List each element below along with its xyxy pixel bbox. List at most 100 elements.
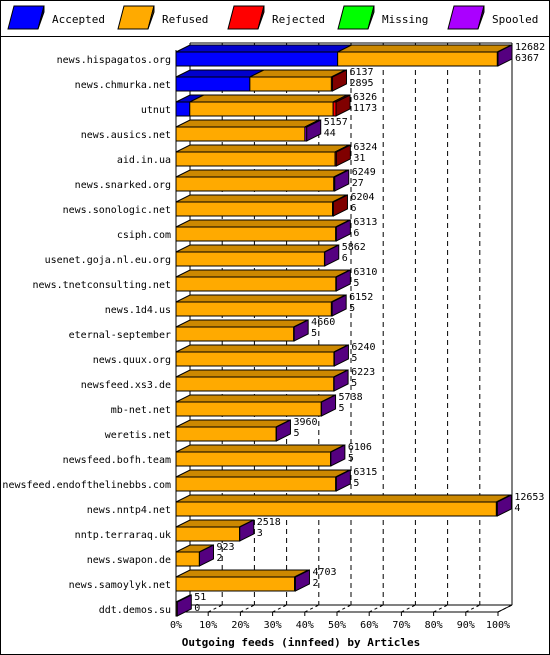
value-label-second: 5 — [351, 378, 357, 389]
legend-swatch-side — [257, 5, 265, 30]
bar-segment-refused — [175, 401, 322, 417]
bar-segment-refused — [175, 326, 295, 342]
legend-swatch-side — [37, 5, 45, 30]
value-label-second: 5 — [353, 278, 359, 289]
legend: Accepted Refused Rejected Missing Spooled — [7, 5, 538, 30]
x-tick-label: 40% — [296, 620, 314, 631]
category-label: eternal-september — [69, 330, 171, 341]
bar-end-face — [324, 244, 340, 267]
value-label-second: 6 — [353, 228, 359, 239]
bar-top-refused — [175, 369, 349, 378]
value-label-second: 44 — [324, 128, 336, 139]
value-label-offered: 51 — [194, 592, 206, 603]
bar-top-accepted — [175, 69, 265, 78]
bar-top-refused — [175, 469, 350, 478]
bar-segment-accepted — [175, 76, 251, 92]
value-labels: 1268263676137289563261173515744632431624… — [194, 42, 545, 614]
bar-end-face — [294, 569, 310, 592]
bar-end-face — [497, 44, 513, 67]
category-label: news.1d4.us — [105, 305, 171, 316]
bar-group — [175, 544, 215, 567]
value-label-second: 5 — [348, 453, 354, 464]
bar-segment-refused — [175, 551, 200, 567]
value-label-offered: 5862 — [342, 242, 366, 253]
value-label-offered: 6152 — [349, 292, 373, 303]
value-label-offered: 6313 — [353, 217, 377, 228]
bar-group — [175, 569, 310, 592]
value-label-second: 27 — [352, 178, 364, 189]
bar-group — [175, 194, 348, 217]
bar-group — [175, 269, 351, 292]
value-label-offered: 3960 — [293, 417, 317, 428]
bar-segment-refused — [249, 76, 332, 92]
bar-end-face — [335, 144, 351, 167]
bar-segment-refused — [175, 426, 277, 442]
bar-segment-refused — [175, 351, 335, 367]
bar-top-refused — [175, 294, 346, 303]
bar-segment-refused — [175, 201, 334, 217]
legend-swatch-side — [147, 5, 155, 30]
floor-line — [336, 604, 352, 613]
bar-segment-refused — [175, 526, 241, 542]
category-label: mb-net.net — [111, 405, 171, 416]
category-label: utnut — [141, 105, 171, 116]
bar-end-face — [333, 369, 349, 392]
bar-end-face — [331, 69, 347, 92]
category-label: news.quux.org — [93, 355, 171, 366]
bar-top-accepted — [175, 44, 352, 53]
bar-segment-refused — [337, 51, 498, 67]
bar-group — [175, 344, 349, 367]
x-tick-label: 20% — [231, 620, 249, 631]
legend-label: Missing — [382, 13, 428, 26]
x-tick-label: 0% — [170, 620, 182, 631]
bar-top-refused — [175, 319, 308, 328]
value-label-second: 5 — [353, 478, 359, 489]
value-label-offered: 2518 — [257, 517, 281, 528]
bar-group — [175, 494, 512, 517]
value-label-second: 5 — [311, 328, 317, 339]
bar-segment-refused — [175, 376, 335, 392]
bar-segment-refused — [175, 126, 306, 142]
bar-group — [175, 94, 351, 117]
value-label-second: 31 — [353, 153, 365, 164]
x-tick-label: 50% — [328, 620, 346, 631]
bar-end-face — [331, 294, 347, 317]
value-label-offered: 6240 — [351, 342, 375, 353]
bar-segment-refused — [175, 476, 337, 492]
bar-end-face — [335, 94, 351, 117]
value-label-offered: 6326 — [353, 92, 377, 103]
bar-end-face — [293, 319, 309, 342]
bar-end-face — [176, 594, 192, 617]
bar-top-refused — [175, 194, 347, 203]
x-axis-title: Outgoing feeds (innfeed) by Articles — [182, 636, 420, 649]
floor-line — [368, 604, 384, 613]
bar-top-refused — [175, 394, 336, 403]
bar-group — [175, 469, 351, 492]
bar-segment-refused — [175, 501, 497, 517]
bar-group — [175, 319, 309, 342]
bar-top-refused — [175, 419, 291, 428]
floor-line — [433, 604, 448, 613]
value-label-second: 2 — [217, 553, 223, 564]
bar-end-face — [496, 494, 512, 517]
value-label-second: 5 — [351, 353, 357, 364]
legend-label: Accepted — [52, 13, 105, 26]
value-label-offered: 923 — [217, 542, 235, 553]
bar-top-refused — [175, 494, 511, 503]
floor-line — [207, 604, 223, 613]
bar-segment-refused — [175, 576, 296, 592]
value-label-second: 5 — [293, 428, 299, 439]
x-tick-label: 60% — [360, 620, 378, 631]
value-label-second: 3 — [257, 528, 263, 539]
x-tick-label: 80% — [425, 620, 443, 631]
bar-segment-refused — [175, 276, 337, 292]
bar-top-refused — [249, 69, 346, 78]
legend-item-spooled: Spooled — [447, 5, 538, 30]
bar-end-face — [335, 269, 351, 292]
value-label-offered: 6315 — [353, 467, 377, 478]
category-label: csiph.com — [117, 230, 171, 241]
floor-line — [465, 604, 481, 613]
value-label-offered: 6310 — [353, 267, 377, 278]
value-label-offered: 6249 — [352, 167, 376, 178]
